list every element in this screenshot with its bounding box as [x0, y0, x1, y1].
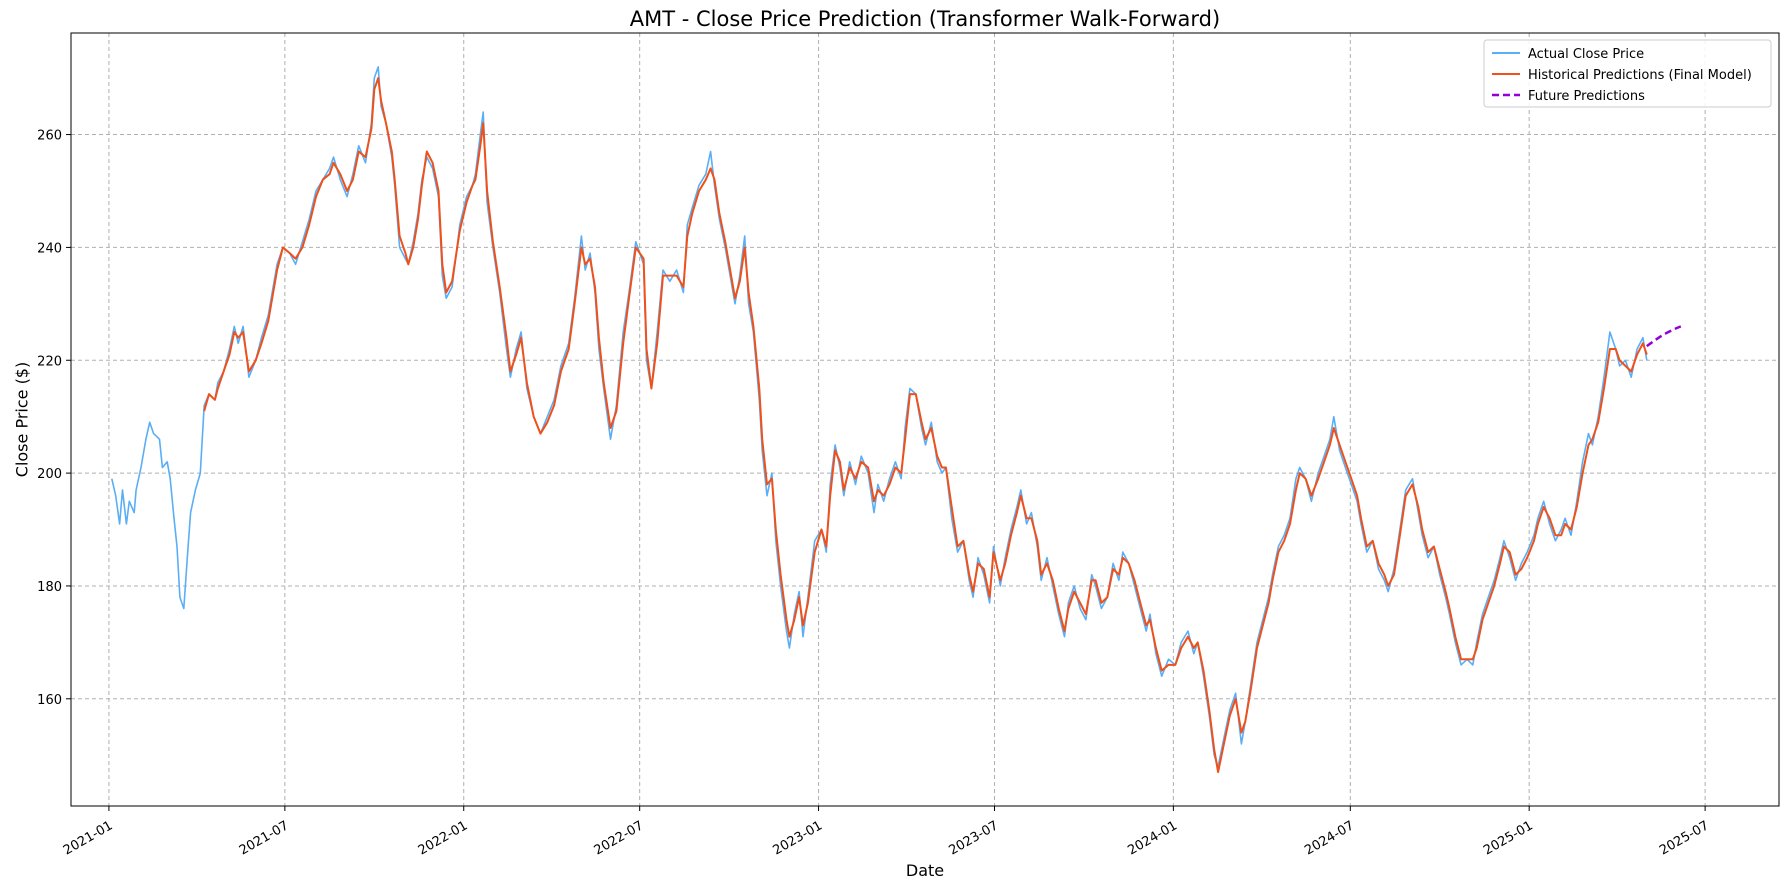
legend-box	[1483, 39, 1772, 108]
y-tick-label: 200	[37, 467, 62, 482]
legend-label-actual: Actual Close Price	[1528, 47, 1644, 62]
series-future-predictions-line	[1646, 325, 1682, 348]
y-tick-label: 180	[37, 580, 62, 595]
legend-label-future: Future Predictions	[1528, 89, 1645, 104]
plot-area-frame	[70, 32, 1780, 807]
y-tick-label: 260	[37, 129, 62, 144]
legend-label-historical: Historical Predictions (Final Model)	[1528, 68, 1752, 83]
y-tick-label: 160	[37, 693, 62, 708]
series-lines	[111, 66, 1682, 774]
x-axis-title: Date	[906, 861, 944, 880]
y-axis-title: Close Price ($)	[13, 362, 32, 477]
y-tick-label: 220	[37, 354, 62, 369]
chart-title: AMT - Close Price Prediction (Transforme…	[630, 7, 1220, 31]
series-historical-predictions-line	[203, 77, 1648, 774]
y-tick-label: 240	[37, 241, 62, 256]
y-axis-ticks: 160 180 200 220 240 260	[37, 129, 71, 708]
legend: Actual Close Price Historical Prediction…	[1483, 39, 1772, 108]
